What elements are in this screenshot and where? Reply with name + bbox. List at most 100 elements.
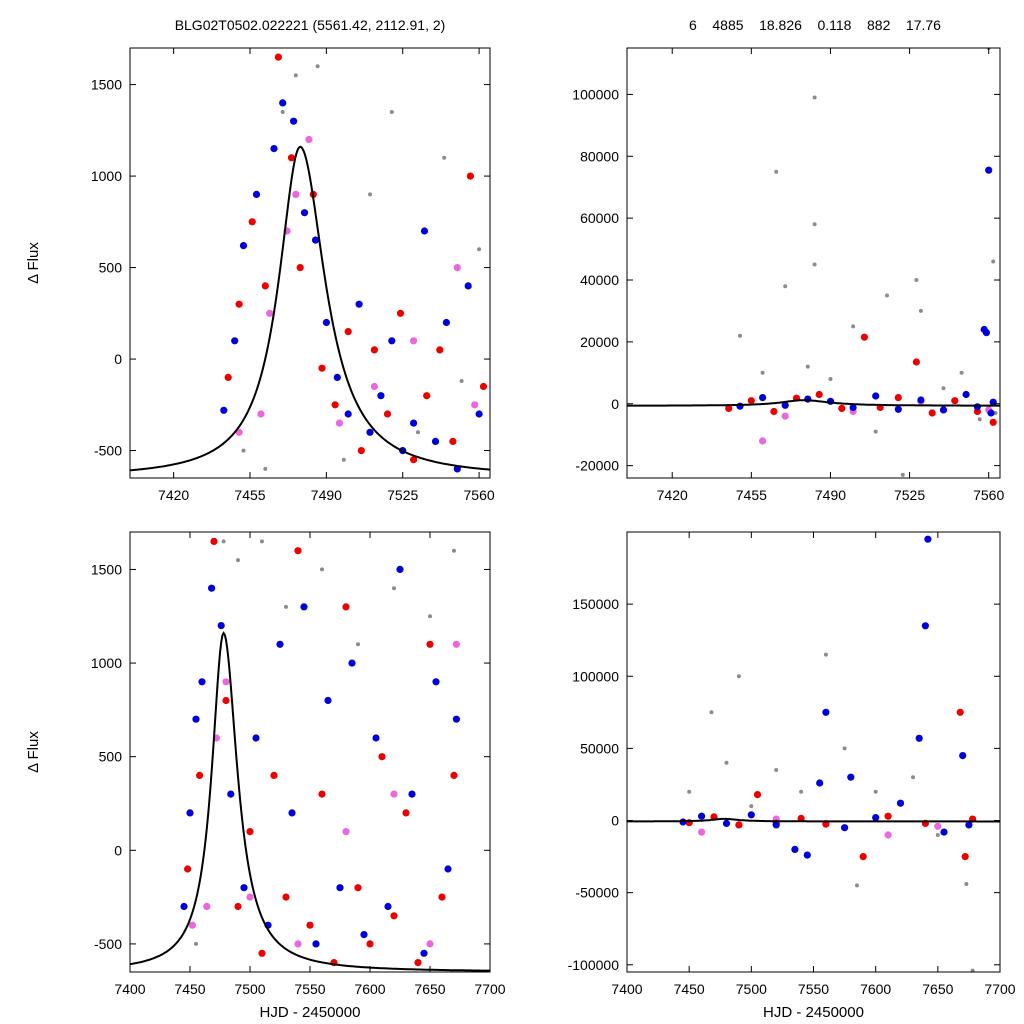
data-point xyxy=(288,809,296,817)
plot-frame xyxy=(129,47,491,479)
data-point xyxy=(217,622,225,630)
x-tick-label: 7560 xyxy=(464,487,495,503)
data-point xyxy=(987,409,995,417)
data-point xyxy=(292,190,300,198)
data-point xyxy=(222,678,230,686)
data-point xyxy=(420,227,429,235)
data-point xyxy=(192,715,200,723)
data-point xyxy=(823,652,828,657)
panel-bottom-right: 7400 7450 7500 7550 7600 7650 7700 -100000 -5000… xyxy=(568,531,1016,1021)
data-point xyxy=(423,392,431,400)
data-point xyxy=(431,437,440,445)
series-magenta-points xyxy=(235,135,479,436)
data-point xyxy=(842,746,847,751)
data-point xyxy=(941,386,946,391)
data-point xyxy=(372,734,380,742)
data-point xyxy=(466,172,474,180)
y-tick-label: -100000 xyxy=(568,957,620,973)
data-point xyxy=(724,760,729,765)
data-point xyxy=(973,403,982,411)
data-point xyxy=(311,236,320,244)
data-point xyxy=(356,642,360,647)
data-point xyxy=(324,696,332,705)
data-point xyxy=(452,640,460,648)
y-tick-label: 0 xyxy=(114,842,122,858)
x-tick-label: 7700 xyxy=(474,981,505,997)
data-point xyxy=(822,708,830,716)
panel-top-right: 7420 7455 7490 7525 7560 -20000 0 20000 40000 600… xyxy=(572,47,1004,503)
data-point xyxy=(753,791,762,799)
x-tick-label: 7450 xyxy=(174,981,205,997)
data-point xyxy=(392,586,396,591)
data-point xyxy=(815,390,823,399)
data-point xyxy=(859,853,867,861)
data-point xyxy=(252,734,260,742)
data-point xyxy=(885,293,889,298)
data-point xyxy=(759,437,767,445)
data-point xyxy=(477,247,482,252)
data-point xyxy=(432,678,440,686)
data-point xyxy=(760,370,765,375)
data-point xyxy=(884,812,892,820)
y-tick-label: 500 xyxy=(99,749,123,765)
data-point xyxy=(914,278,919,282)
x-tick-label: 7650 xyxy=(414,981,445,997)
data-point xyxy=(970,968,975,972)
data-point xyxy=(360,931,368,939)
data-point xyxy=(320,567,324,572)
data-point xyxy=(377,392,385,400)
x-tick-label: 7525 xyxy=(387,487,418,503)
data-point xyxy=(873,429,878,434)
data-point xyxy=(246,828,254,836)
x-tick-label: 7420 xyxy=(657,487,688,503)
data-point xyxy=(959,752,967,760)
x-tick-label: 7560 xyxy=(973,487,1004,503)
data-point xyxy=(258,949,266,957)
data-point xyxy=(306,921,314,929)
data-point xyxy=(939,406,948,414)
data-point xyxy=(738,333,742,338)
data-point xyxy=(959,370,964,375)
series-red-points xyxy=(224,53,488,464)
y-tick-label: -50000 xyxy=(575,885,619,901)
data-point xyxy=(993,411,998,415)
series-red-points xyxy=(184,537,458,967)
y-tick-label: 0 xyxy=(611,813,619,829)
x-tick-label: 7600 xyxy=(860,981,891,997)
data-point xyxy=(453,264,461,272)
data-point xyxy=(799,789,804,794)
data-point xyxy=(934,822,942,830)
y-tick-label: -500 xyxy=(94,936,122,952)
data-point xyxy=(452,715,460,723)
data-point xyxy=(917,396,925,404)
data-point xyxy=(266,309,274,317)
data-point xyxy=(293,73,298,78)
plot-area xyxy=(130,537,490,972)
y-tick-label: 40000 xyxy=(580,272,619,288)
data-point xyxy=(287,154,296,162)
data-point xyxy=(396,309,405,317)
data-point xyxy=(722,819,731,828)
series-blue-points xyxy=(180,565,460,957)
data-point xyxy=(838,404,846,412)
data-point xyxy=(747,397,755,405)
data-point xyxy=(803,851,811,859)
data-point xyxy=(224,373,232,381)
data-point xyxy=(781,412,789,420)
data-point xyxy=(736,674,741,679)
data-point xyxy=(911,775,915,780)
data-point xyxy=(772,821,780,829)
data-point xyxy=(475,410,483,418)
data-point xyxy=(951,397,959,405)
data-point xyxy=(770,407,778,416)
data-point xyxy=(774,169,779,174)
data-point xyxy=(355,300,363,308)
data-point xyxy=(884,831,892,839)
data-point xyxy=(312,940,320,948)
data-point xyxy=(735,821,743,829)
data-point xyxy=(370,346,378,354)
data-point xyxy=(791,845,799,854)
data-point xyxy=(331,401,339,409)
data-point xyxy=(687,789,692,794)
y-tick-label: 1500 xyxy=(91,77,122,93)
